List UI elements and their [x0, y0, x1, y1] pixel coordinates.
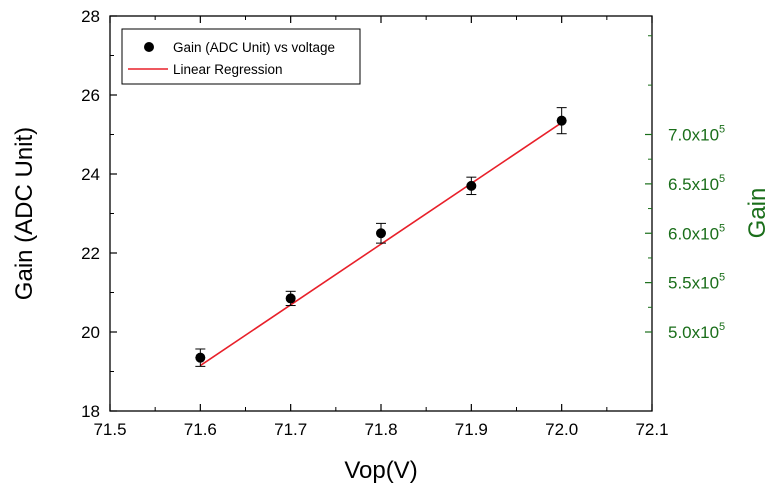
y-axis-title: Gain (ADC Unit) — [11, 127, 38, 300]
right-y-axis-title: Gain — [744, 188, 770, 239]
y-tick-label: 18 — [81, 402, 100, 421]
axes: 71.5 71.6 71.7 71.8 71.9 72.0 72.1 18 20 22 24 26 28… — [81, 7, 725, 439]
y-tick-label: 28 — [81, 7, 100, 26]
points-layer — [195, 107, 567, 367]
y2-tick-label: 5.0x105 — [668, 321, 725, 342]
x-tick-label: 71.6 — [184, 420, 217, 439]
x-tick-label: 72.0 — [545, 420, 578, 439]
y2-tick-label: 5.5x105 — [668, 272, 725, 293]
data-point — [285, 293, 296, 304]
y2-tick-label: 6.5x105 — [668, 173, 725, 194]
x-tick-label: 71.5 — [93, 420, 126, 439]
x-tick-label: 71.8 — [364, 420, 397, 439]
legend-box — [121, 28, 361, 85]
data-point — [466, 180, 477, 191]
y-tick-label: 20 — [81, 323, 100, 342]
x-tick-label: 71.7 — [274, 420, 307, 439]
legend-marker-points — [144, 42, 154, 52]
y2-tick-label: 6.0x105 — [668, 222, 725, 243]
x-tick-label: 72.1 — [635, 420, 668, 439]
legend-label-points: Gain (ADC Unit) vs voltage — [173, 40, 335, 55]
x-tick-label: 71.9 — [455, 420, 488, 439]
y2-tick-label: 7.0x105 — [668, 124, 725, 145]
regression-layer — [199, 121, 563, 367]
data-point — [376, 228, 386, 239]
regression-line — [199, 121, 563, 367]
y-tick-label: 24 — [81, 165, 100, 184]
data-point — [195, 352, 206, 363]
data-point — [556, 115, 567, 126]
y-tick-label: 22 — [81, 244, 100, 263]
x-axis-title: Vop(V) — [344, 457, 417, 484]
legend-label-regression: Linear Regression — [173, 62, 283, 77]
y-tick-label: 26 — [81, 86, 100, 105]
legend: Gain (ADC Unit) vs voltage Linear Regress… — [121, 28, 361, 85]
